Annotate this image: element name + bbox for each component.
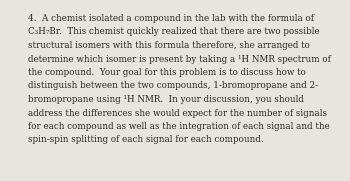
Text: structural isomers with this formula therefore, she arranged to: structural isomers with this formula the…: [28, 41, 310, 50]
Text: for each compound as well as the integration of each signal and the: for each compound as well as the integra…: [28, 122, 330, 131]
Text: the compound.  Your goal for this problem is to discuss how to: the compound. Your goal for this problem…: [28, 68, 306, 77]
Text: address the differences she would expect for the number of signals: address the differences she would expect…: [28, 108, 327, 117]
Text: 4.  A chemist isolated a compound in the lab with the formula of: 4. A chemist isolated a compound in the …: [28, 14, 314, 23]
Text: C₃H₇Br.  This chemist quickly realized that there are two possible: C₃H₇Br. This chemist quickly realized th…: [28, 28, 320, 37]
Text: spin-spin splitting of each signal for each compound.: spin-spin splitting of each signal for e…: [28, 136, 264, 144]
Text: determine which isomer is present by taking a ¹H NMR spectrum of: determine which isomer is present by tak…: [28, 54, 331, 64]
Text: distinguish between the two compounds, 1-bromopropane and 2-: distinguish between the two compounds, 1…: [28, 81, 318, 90]
Text: bromopropane using ¹H NMR.  In your discussion, you should: bromopropane using ¹H NMR. In your discu…: [28, 95, 304, 104]
